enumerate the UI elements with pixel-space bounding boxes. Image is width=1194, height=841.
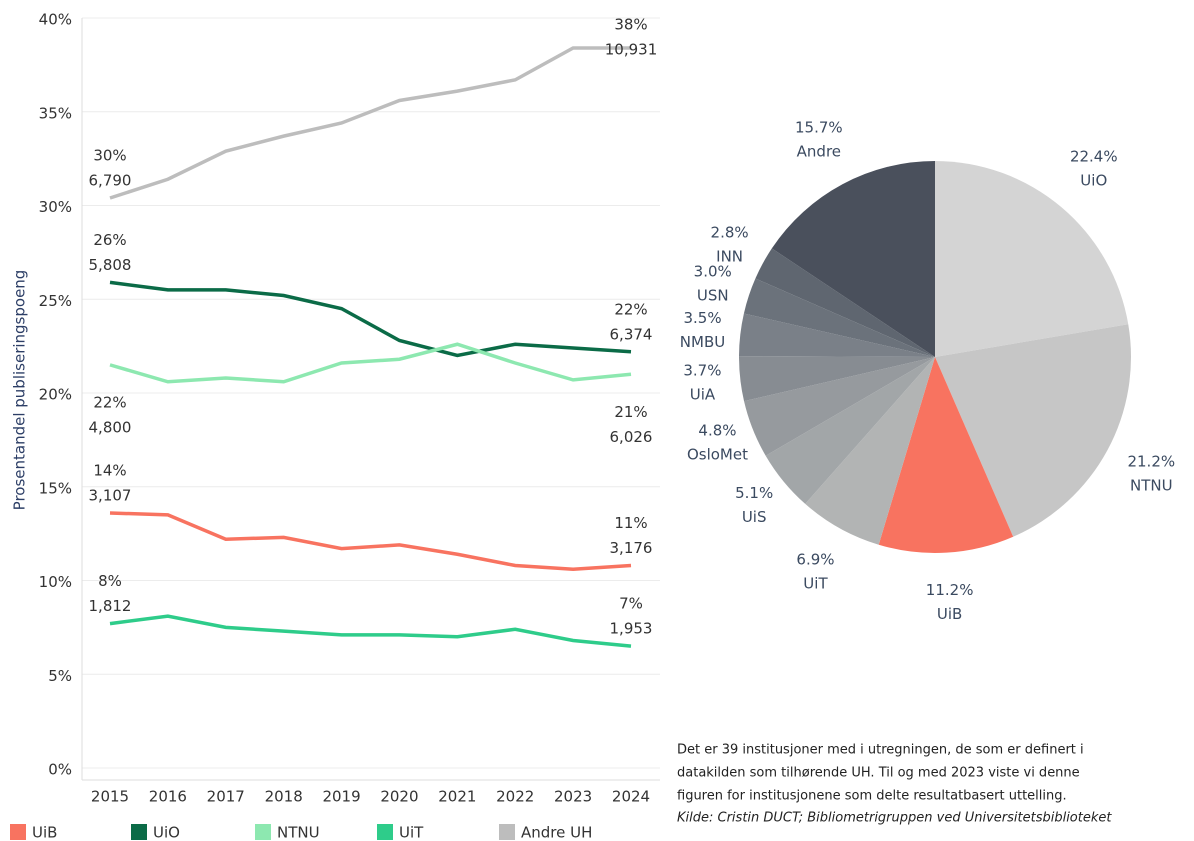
line-series xyxy=(109,46,631,200)
y-tick-label: 10% xyxy=(39,573,72,591)
pie-slice xyxy=(755,248,935,357)
value-label: 38% xyxy=(614,16,647,34)
x-tick-label: 2018 xyxy=(265,788,303,806)
line-series xyxy=(109,614,632,648)
note-line: Det er 39 institusjoner med i utregninge… xyxy=(677,743,1084,758)
note-line: datakilden som tilhørende UH. Til og med… xyxy=(677,766,1080,781)
value-label: 22% xyxy=(614,300,647,318)
pie-slice xyxy=(739,356,935,402)
x-tick-label: 2021 xyxy=(438,788,476,806)
pie-value-label: 22.4% xyxy=(1070,148,1118,166)
point-label: 1,812 xyxy=(89,597,132,615)
point-label: 6,374 xyxy=(610,325,653,343)
x-tick-label: 2019 xyxy=(322,788,360,806)
value-label: 26% xyxy=(93,231,126,249)
note-line: figuren for institusjonene som delte res… xyxy=(677,789,1067,804)
pie-slice xyxy=(739,313,935,357)
point-label: 10,931 xyxy=(605,41,658,59)
pie-category-label: OsloMet xyxy=(687,446,748,464)
pie-value-label: 6.9% xyxy=(796,551,834,569)
pie-value-label: 3.0% xyxy=(694,262,732,280)
pie-slice xyxy=(743,278,935,357)
x-tick-label: 2023 xyxy=(554,788,592,806)
y-tick-label: 20% xyxy=(39,386,72,404)
y-tick-label: 5% xyxy=(48,667,72,685)
x-tick-label: 2022 xyxy=(496,788,534,806)
pie-value-label: 3.5% xyxy=(683,309,721,327)
pie-category-label: UiB xyxy=(937,605,962,623)
x-tick-label: 2015 xyxy=(91,788,129,806)
y-axis-label: Prosentandel publiseringspoeng xyxy=(11,270,29,511)
pie-value-label: 21.2% xyxy=(1127,453,1175,471)
legend-swatch xyxy=(377,824,393,840)
point-label: 1,953 xyxy=(610,620,653,638)
y-tick-label: 40% xyxy=(39,11,72,29)
pie-slice xyxy=(935,161,1129,357)
legend-label: UiB xyxy=(32,824,57,841)
pie-category-label: UiA xyxy=(690,385,716,403)
point-label: 3,176 xyxy=(610,539,653,557)
pie-category-label: Andre xyxy=(797,143,841,161)
legend-swatch xyxy=(499,824,515,840)
x-tick-label: 2024 xyxy=(612,788,650,806)
value-label: 8% xyxy=(98,572,122,590)
point-label: 6,026 xyxy=(610,428,653,446)
legend-label: NTNU xyxy=(277,824,320,841)
x-tick-label: 2016 xyxy=(149,788,187,806)
pie-category-label: USN xyxy=(697,286,729,304)
value-label: 21% xyxy=(614,403,647,421)
pie-slice xyxy=(805,357,935,545)
pie-category-label: NTNU xyxy=(1130,477,1173,495)
pie-slice xyxy=(771,161,935,357)
legend-label: UiT xyxy=(399,824,424,841)
value-label: 22% xyxy=(93,393,126,411)
y-tick-label: 30% xyxy=(39,198,72,216)
pie-category-label: UiS xyxy=(742,508,767,526)
point-label: 3,107 xyxy=(89,487,132,505)
pie-category-label: INN xyxy=(716,247,743,265)
pie-value-label: 15.7% xyxy=(795,119,843,137)
pie-slice xyxy=(744,357,935,456)
value-label: 30% xyxy=(93,147,126,165)
pie-value-label: 2.8% xyxy=(711,223,749,241)
note-source: Kilde: Cristin DUCT; Bibliometrigruppen … xyxy=(677,811,1112,826)
pie-category-label: NMBU xyxy=(680,333,725,351)
y-tick-label: 25% xyxy=(39,292,72,310)
x-tick-label: 2017 xyxy=(207,788,245,806)
y-tick-label: 15% xyxy=(39,479,72,497)
value-label: 14% xyxy=(93,462,126,480)
pie-category-label: UiO xyxy=(1080,172,1107,190)
legend-label: UiO xyxy=(153,824,180,841)
legend-swatch xyxy=(131,824,147,840)
y-tick-label: 0% xyxy=(48,761,72,779)
pie-value-label: 5.1% xyxy=(735,484,773,502)
legend-label: Andre UH xyxy=(521,824,592,841)
pie-value-label: 4.8% xyxy=(698,422,736,440)
line-series xyxy=(109,280,632,358)
x-tick-label: 2020 xyxy=(380,788,418,806)
value-label: 7% xyxy=(619,595,643,613)
point-label: 5,808 xyxy=(89,256,132,274)
pie-value-label: 3.7% xyxy=(683,361,721,379)
pie-slice xyxy=(765,357,935,504)
legend-swatch xyxy=(10,824,26,840)
y-tick-label: 35% xyxy=(39,104,72,122)
value-label: 11% xyxy=(614,514,647,532)
pie-category-label: UiT xyxy=(803,575,828,593)
point-label: 6,790 xyxy=(89,172,132,190)
pie-slice xyxy=(935,324,1131,537)
legend-swatch xyxy=(255,824,271,840)
line-series xyxy=(109,342,632,384)
pie-slice xyxy=(878,357,1014,553)
point-label: 4,800 xyxy=(89,418,132,436)
pie-value-label: 11.2% xyxy=(926,581,974,599)
line-series xyxy=(109,511,632,572)
